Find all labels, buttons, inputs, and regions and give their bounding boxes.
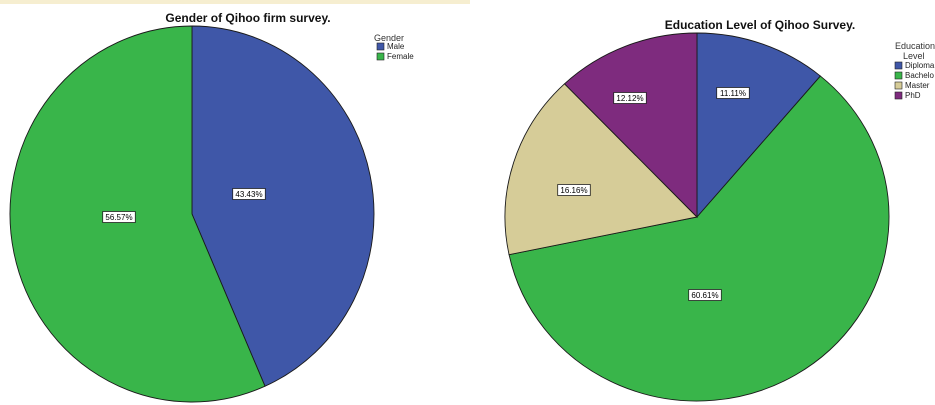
legend-label: Diploma — [905, 61, 935, 70]
legend-label: Master — [905, 81, 930, 90]
legend-item-bachelor: Bachelo — [894, 71, 934, 80]
svg-text:12.12%: 12.12% — [616, 94, 643, 103]
legend-swatch — [376, 52, 385, 61]
legend-item-female: Female — [376, 52, 414, 61]
data-label-master: 16.16% — [557, 184, 591, 196]
pie-slice-bachelor — [508, 75, 890, 402]
legend-swatch — [894, 91, 903, 100]
legend-item-master: Master — [894, 81, 930, 90]
data-label-male: 43.43% — [232, 188, 266, 200]
gender-pie — [9, 25, 375, 403]
pie-slice-master — [504, 83, 698, 256]
svg-text:11.11%: 11.11% — [720, 89, 746, 98]
education-chart: Education Level of Qihoo Survey. 11.11% 6… — [504, 18, 935, 402]
legend-label: Bachelo — [905, 71, 934, 80]
pie-slice-male — [191, 25, 375, 387]
legend-label: Female — [387, 52, 414, 61]
data-label-phd: 12.12% — [613, 92, 647, 104]
pie-slice-female — [9, 25, 266, 403]
legend-item-phd: PhD — [894, 91, 921, 100]
pie-slice-phd — [563, 32, 698, 219]
legend-swatch — [894, 61, 903, 70]
svg-text:43.43%: 43.43% — [235, 190, 262, 199]
pie-slice-diploma — [696, 32, 822, 219]
legend-swatch — [894, 71, 903, 80]
svg-text:56.57%: 56.57% — [105, 213, 132, 222]
education-legend-title: Education Level — [895, 41, 935, 61]
education-chart-title: Education Level of Qihoo Survey. — [665, 18, 855, 32]
legend-item-male: Male — [376, 42, 405, 51]
data-label-diploma: 11.11% — [716, 87, 750, 99]
legend-swatch — [376, 42, 385, 51]
education-pie — [504, 32, 890, 402]
legend-item-diploma: Diploma — [894, 61, 935, 70]
gender-data-labels: 43.43% 56.57% — [102, 188, 266, 223]
svg-text:16.16%: 16.16% — [560, 186, 587, 195]
top-highlight-strip — [0, 0, 470, 4]
gender-chart: Gender of Qihoo firm survey. 43.43% 56.57… — [9, 11, 414, 403]
legend-label: PhD — [905, 91, 921, 100]
data-label-bachelor: 60.61% — [688, 289, 722, 301]
education-data-labels: 11.11% 60.61% 16.16% 12.12% — [557, 87, 750, 301]
gender-chart-title: Gender of Qihoo firm survey. — [165, 11, 330, 25]
legend-label: Male — [387, 42, 405, 51]
gender-legend-title: Gender — [374, 33, 404, 43]
legend-swatch — [894, 81, 903, 90]
svg-text:60.61%: 60.61% — [691, 291, 718, 300]
data-label-female: 56.57% — [102, 211, 136, 223]
